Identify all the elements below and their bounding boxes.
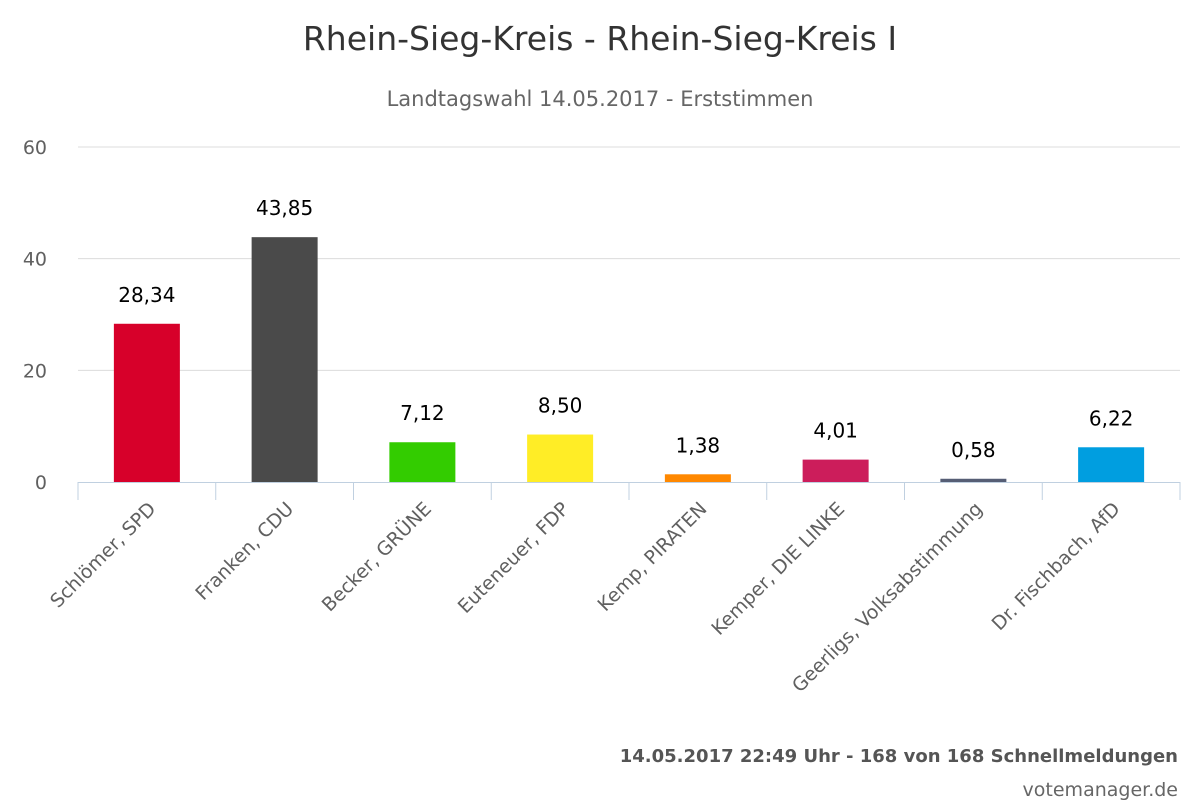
bars: [113, 237, 1145, 482]
data-label: 8,50: [538, 394, 583, 418]
chart-title: Rhein-Sieg-Kreis - Rhein-Sieg-Kreis I: [303, 19, 897, 58]
bar: [802, 459, 869, 482]
x-axis: [77, 482, 1181, 500]
category-label: Dr. Fischbach, AfD: [988, 498, 1125, 635]
category-label: Franken, CDU: [191, 498, 298, 605]
y-tick-label: 0: [35, 472, 47, 494]
category-label: Euteneuer, FDP: [454, 498, 574, 618]
category-label: Becker, GRÜNE: [317, 497, 436, 616]
category-label: Schlömer, SPD: [46, 498, 160, 612]
bar: [389, 442, 456, 482]
data-label: 4,01: [813, 419, 858, 443]
y-axis-ticks: 0 20 40 60: [23, 137, 47, 494]
data-label: 6,22: [1089, 406, 1134, 430]
bar: [664, 474, 731, 482]
footer-credit: votemanager.de: [1023, 779, 1178, 800]
bar: [527, 434, 594, 482]
category-label: Kemper, DIE LINKE: [707, 498, 849, 640]
data-label: 0,58: [951, 438, 996, 462]
bar: [1078, 447, 1145, 482]
data-label: 43,85: [256, 196, 313, 220]
y-tick-label: 40: [23, 249, 47, 271]
data-labels: 28,34 43,85 7,12 8,50 1,38 4,01 0,58 6,22: [118, 196, 1133, 462]
bar: [940, 478, 1007, 482]
footer-status: 14.05.2017 22:49 Uhr - 168 von 168 Schne…: [620, 746, 1178, 767]
bar: [251, 237, 318, 482]
bar: [113, 323, 180, 482]
y-tick-label: 20: [23, 360, 47, 382]
category-label: Kemp, PIRATEN: [594, 498, 712, 616]
category-labels: Schlömer, SPD Franken, CDU Becker, GRÜNE Eu…: [46, 497, 1125, 697]
data-label: 7,12: [400, 401, 445, 425]
gridlines: [78, 146, 1180, 371]
y-tick-label: 60: [23, 137, 47, 159]
data-label: 1,38: [676, 433, 721, 457]
data-label: 28,34: [118, 283, 175, 307]
chart-subtitle: Landtagswahl 14.05.2017 - Erststimmen: [387, 87, 814, 111]
